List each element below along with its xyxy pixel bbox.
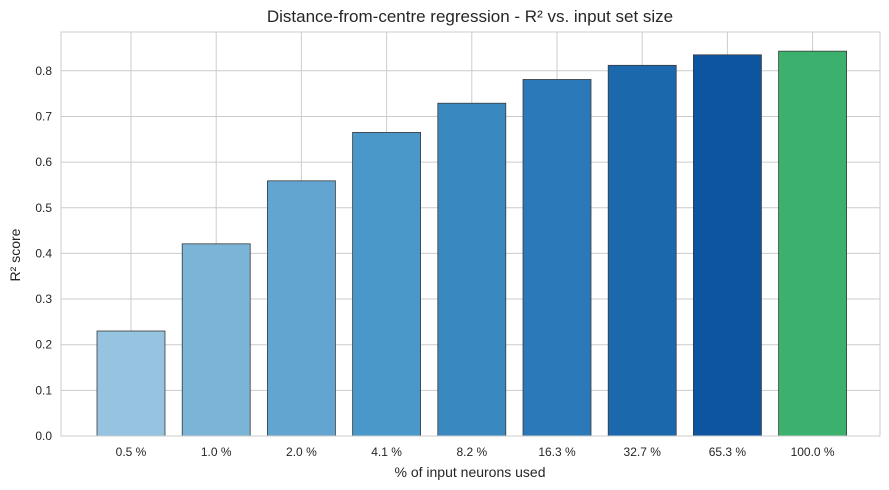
x-tick-label: 100.0 % (791, 445, 835, 459)
bar-65.3 (693, 54, 762, 437)
y-tick-label: 0.1 (35, 383, 52, 397)
x-tick-label: 2.0 % (286, 445, 317, 459)
y-tick-label: 0.7 (35, 109, 52, 123)
y-tick-label: 0.5 (35, 201, 52, 215)
y-tick-label: 0.2 (35, 338, 52, 352)
x-tick-label: 8.2 % (456, 445, 487, 459)
y-tick-label: 0.8 (35, 64, 52, 78)
x-tick-label: 16.3 % (538, 445, 576, 459)
x-tick-label: 0.5 % (116, 445, 147, 459)
y-tick-label: 0.4 (35, 246, 52, 260)
x-tick-label: 4.1 % (371, 445, 402, 459)
bar-2.0 (266, 180, 336, 437)
bar-0.5 (96, 330, 166, 437)
y-tick-labels: 0.0 0.1 0.2 0.3 0.4 0.5 0.6 0.7 0.8 (35, 64, 52, 443)
bar-4.1 (352, 132, 422, 437)
y-tick-label: 0.0 (35, 429, 52, 443)
bar-16.3 (522, 79, 592, 437)
chart-title: Distance-from-centre regression - R² vs.… (267, 7, 673, 26)
x-axis-label: % of input neurons used (395, 464, 546, 480)
y-axis-label: R² score (7, 228, 23, 281)
x-tick-labels: 0.5 % 1.0 % 2.0 % 4.1 % 8.2 % 16.3 % 32.7 % 65.… (116, 445, 835, 459)
bars (96, 50, 847, 437)
plot-frame (60, 31, 881, 437)
x-tick-label: 65.3 % (709, 445, 747, 459)
bar-32.7 (607, 64, 677, 437)
y-tick-label: 0.3 (35, 292, 52, 306)
x-tick-label: 1.0 % (201, 445, 232, 459)
bar-8.2 (437, 102, 507, 437)
bar-1.0 (181, 243, 251, 437)
x-tick-label: 32.7 % (624, 445, 662, 459)
y-tick-label: 0.6 (35, 155, 52, 169)
bar-100.0 (778, 50, 847, 437)
